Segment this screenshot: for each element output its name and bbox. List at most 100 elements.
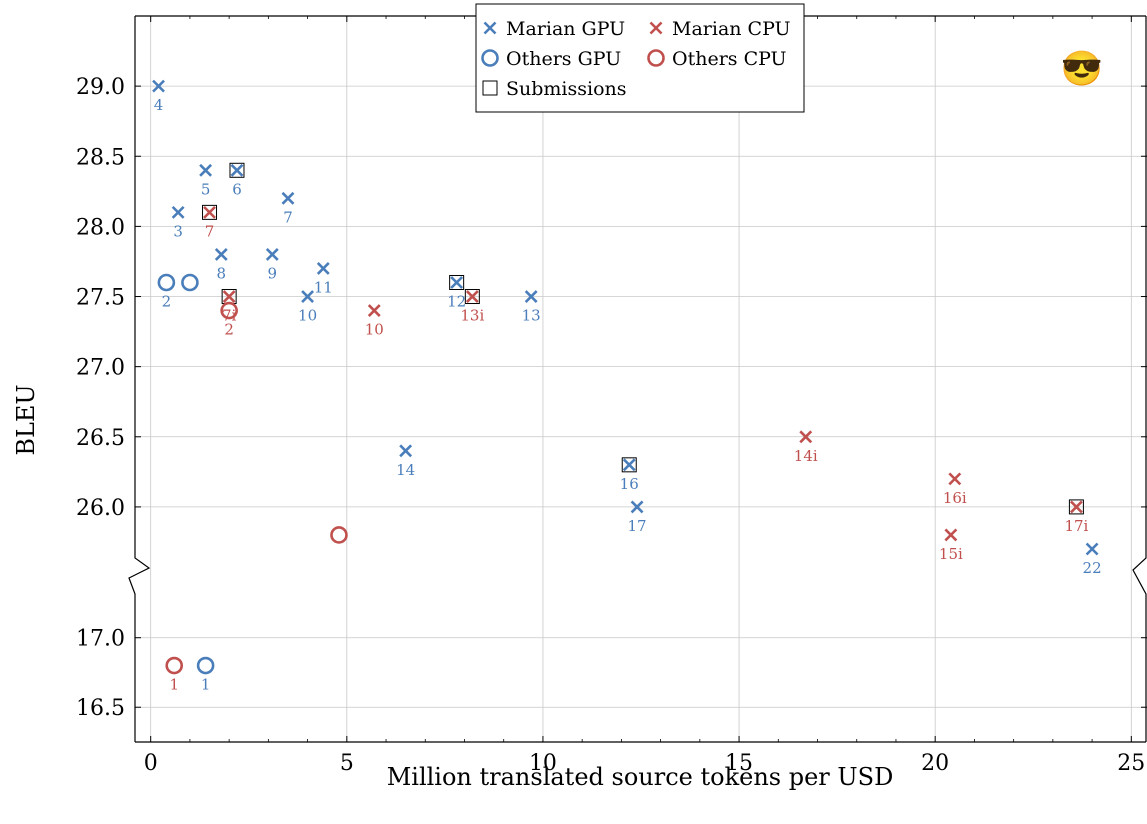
sunglasses-emoji-icon: 😎 [1061,49,1103,89]
marian-gpu-point [301,290,315,303]
marian-gpu-point [214,248,228,261]
submission-box [1068,499,1084,515]
cross-stroke [203,205,216,219]
marian-gpu-point [281,191,295,205]
others-gpu-point [196,656,215,675]
data-points [152,79,1099,675]
cross-stroke [316,262,330,275]
marian-gpu-point [316,262,330,275]
legend-label: Others GPU [506,48,621,70]
cross-stroke [214,248,228,261]
marian-cpu-point [799,430,813,444]
point-label: 17i [1064,517,1088,535]
marian-gpu-point [265,248,279,261]
legend-label: Marian CPU [672,18,791,40]
point-label: 1 [169,676,179,694]
marian-gpu-point [171,205,185,219]
point-label: 4 [154,96,164,114]
point-label: 7 [283,208,293,226]
cross-stroke [630,500,644,514]
legend-label: Submissions [506,78,627,100]
x-tick-label: 25 [1117,751,1145,776]
submission-box [229,162,245,178]
y-tick-label: 27.0 [76,356,125,381]
others-gpu-point [157,273,176,292]
point-label: 9 [268,264,278,282]
marian-gpu-point [622,458,636,472]
legend-marker [481,49,499,67]
marian-cpu-point [944,528,958,542]
point-label: 6 [232,180,242,198]
submission-box [202,204,218,220]
point-label: 1 [201,676,211,694]
cross-stroke [649,21,663,35]
cross-stroke [1085,542,1099,556]
point-label: 16 [620,475,639,493]
y-tick-label: 28.0 [76,215,125,240]
y-tick-label: 26.0 [76,496,125,521]
x-tick-label: 10 [529,751,557,776]
y-axis-title: BLEU [12,384,40,455]
marian-gpu-point [230,163,244,177]
cross-stroke [230,163,244,177]
others-cpu-point [220,301,238,320]
point-label: 10 [365,321,384,339]
cross-stroke [222,290,236,303]
point-label: 2 [224,321,234,339]
legend-marker [483,21,497,35]
point-label: 17 [628,517,647,535]
point-label: 7 [205,222,215,240]
point-label: 2 [162,292,172,310]
legend-marker [482,80,498,96]
cross-stroke [199,163,213,177]
point-label: 10 [298,307,317,325]
others-cpu-point [165,656,184,675]
x-tick-label: 0 [144,751,158,776]
marian-gpu-point [630,500,644,514]
x-axis-title: Million translated source tokens per USD [387,763,894,791]
legend-label: Others CPU [672,48,787,70]
y-tick-label: 29.0 [76,75,125,100]
cross-stroke [171,205,185,219]
point-label: 3 [173,222,183,240]
cross-stroke [524,290,538,303]
cross-stroke [1069,500,1083,514]
y-tick-label: 28.5 [76,145,125,170]
right-axis-break [1132,16,1147,742]
axis-ticks: 0 5 10 15 20 2526.026.527.027.528.028.529.016… [76,16,1147,776]
others-cpu-point [330,526,348,544]
y-tick-label: 17.0 [76,627,125,652]
cross-stroke [465,290,479,303]
marian-cpu-point [222,290,236,303]
cross-stroke [450,276,464,289]
cross-stroke [944,528,958,542]
y-tick-label: 16.5 [76,696,125,721]
point-label: 5 [201,180,211,198]
legend-box [475,3,805,113]
point-label: 16i [943,489,967,507]
legend-marker [647,49,665,67]
point-label: 7i [222,307,237,325]
cross-stroke [948,472,962,486]
cross-stroke [301,290,315,303]
point-label: 13i [460,307,484,325]
legend: Marian GPU Marian CPU Others GPU Others CPU… [475,3,805,113]
cross-stroke [265,248,279,261]
marian-gpu-point [1085,542,1099,556]
marian-gpu-point [199,163,213,177]
x-tick-label: 5 [340,751,354,776]
submission-box [449,274,465,290]
legend-label: Marian GPU [506,18,625,40]
marian-cpu-point [367,304,381,317]
point-label: 22 [1083,559,1102,577]
point-label: 11 [314,278,333,296]
marian-gpu-point [152,79,165,93]
marian-gpu-point [399,444,413,458]
left-axis-break [128,16,151,742]
marian-cpu-point [465,290,479,303]
x-tick-label: 20 [921,751,949,776]
others-gpu-point [181,273,199,292]
submission-box [621,457,637,473]
